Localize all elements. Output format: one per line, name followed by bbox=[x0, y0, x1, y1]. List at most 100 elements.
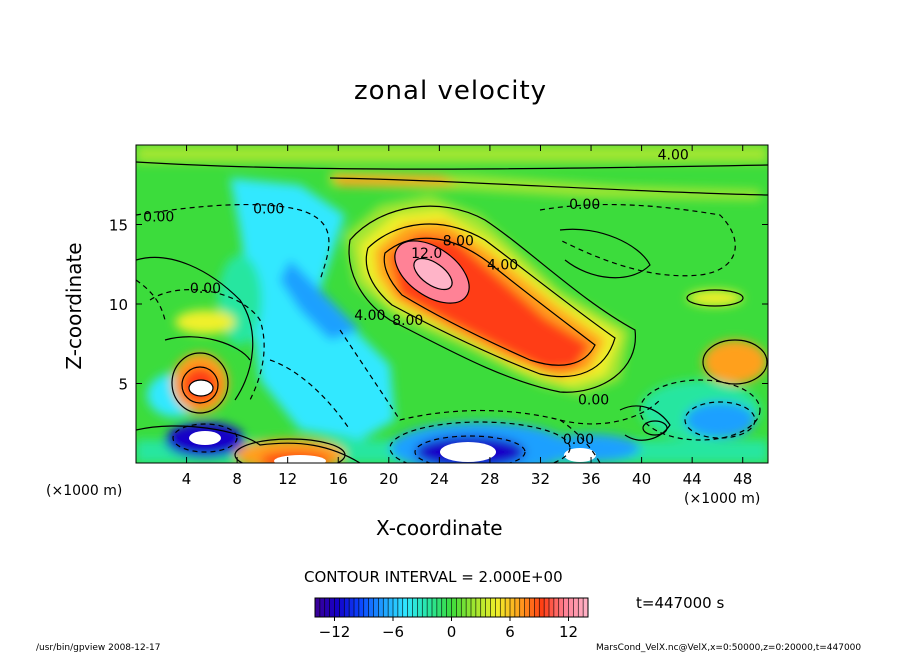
contour-label: 0.00 bbox=[143, 210, 174, 226]
colorbar-cell bbox=[344, 598, 350, 617]
contour-line bbox=[339, 329, 661, 425]
x-tick-label: 12 bbox=[278, 470, 297, 488]
contour-line bbox=[164, 336, 251, 361]
contour-line bbox=[686, 289, 744, 307]
contour-line bbox=[383, 237, 596, 366]
colorbar-cell bbox=[354, 598, 360, 617]
contour-line bbox=[149, 289, 265, 401]
y-tick-label: 5 bbox=[118, 376, 128, 394]
colorbar-cell bbox=[446, 598, 452, 617]
footer-right: MarsCond_VelX.nc@VelX,x=0:50000,z=0:2000… bbox=[596, 643, 862, 653]
x-tick-label: 28 bbox=[480, 470, 499, 488]
bottom-min-field bbox=[440, 442, 496, 462]
x-unit-label-left: (×1000 m) bbox=[46, 483, 123, 499]
x-tick-label: 36 bbox=[581, 470, 600, 488]
contour-line bbox=[539, 203, 736, 277]
colorbar-cell bbox=[397, 598, 404, 617]
colorbar-cell bbox=[466, 598, 472, 617]
contour-line bbox=[136, 279, 166, 321]
colorbar-cell bbox=[529, 598, 535, 617]
contour-label: 0.00 bbox=[578, 392, 609, 408]
colorbar-cell bbox=[495, 598, 501, 617]
colorbar-cell bbox=[349, 598, 355, 617]
contour-line bbox=[702, 339, 768, 385]
contour-line bbox=[171, 352, 229, 414]
colorbar-cell bbox=[544, 598, 550, 617]
left-peak-field bbox=[189, 380, 213, 396]
right-yellow-field bbox=[687, 290, 743, 306]
colorbar-cell bbox=[549, 598, 555, 617]
colorbar: −12 −6 0 6 12 bbox=[314, 597, 589, 641]
colorbar-cell bbox=[315, 598, 321, 617]
colorbar-cell bbox=[427, 598, 433, 617]
colorbar-cell bbox=[393, 598, 399, 617]
colorbar-cell bbox=[480, 598, 486, 617]
colorbar-cell bbox=[563, 598, 569, 617]
colorbar-cell bbox=[553, 598, 560, 617]
colorbar-cell bbox=[334, 598, 340, 617]
contour-line bbox=[136, 256, 254, 401]
colorbar-cell bbox=[500, 598, 506, 617]
x-axis-title: X-coordinate bbox=[376, 516, 503, 540]
contour-interval-label: CONTOUR INTERVAL = 2.000E+00 bbox=[304, 568, 563, 586]
colorbar-tick-label: 0 bbox=[447, 623, 457, 641]
y-tick-label: 15 bbox=[109, 217, 128, 235]
x-tick-label: 24 bbox=[430, 470, 449, 488]
colorbar-cell bbox=[573, 598, 579, 617]
colorbar-cell bbox=[568, 598, 574, 617]
x-tick-label: 44 bbox=[683, 470, 702, 488]
x-tick-label: 20 bbox=[379, 470, 398, 488]
contour-line bbox=[348, 205, 636, 393]
colorbar-cell bbox=[402, 598, 408, 617]
contour-line bbox=[136, 203, 330, 281]
contour-label: 0.00 bbox=[569, 197, 600, 213]
colorbar-cell bbox=[378, 598, 384, 617]
contour-line bbox=[136, 161, 768, 170]
contour-line bbox=[394, 240, 470, 304]
colorbar-cell bbox=[583, 598, 589, 617]
colorbar-cell bbox=[519, 598, 525, 617]
colorbar-cell bbox=[422, 598, 428, 617]
x-tick-label: 16 bbox=[329, 470, 348, 488]
colorbar-cell bbox=[324, 598, 330, 617]
colorbar-cell bbox=[485, 598, 491, 617]
blue-tongue-field bbox=[280, 260, 360, 340]
top-band-field bbox=[136, 145, 768, 163]
colorbar-cell bbox=[514, 598, 521, 617]
contour-label: 12.0 bbox=[411, 246, 442, 262]
colorbar-cell bbox=[490, 598, 496, 617]
contour-line bbox=[559, 419, 601, 463]
contour-line bbox=[329, 177, 768, 196]
contour-label: 4.00 bbox=[658, 148, 689, 164]
colorbar-cell bbox=[373, 598, 379, 617]
colorbar-cell bbox=[407, 598, 413, 617]
contour-line bbox=[639, 379, 761, 441]
colorbar-cell bbox=[510, 598, 516, 617]
colorbar-cell bbox=[475, 598, 482, 617]
contour-line bbox=[389, 421, 571, 463]
contour-line bbox=[188, 379, 214, 397]
colorbar-tick-label: −12 bbox=[319, 623, 351, 641]
contour-label: 0.00 bbox=[253, 202, 284, 218]
contour-lines bbox=[136, 161, 768, 463]
upper-orange-field bbox=[330, 175, 460, 186]
chart-title: zonal velocity bbox=[354, 76, 548, 106]
right-warm-field bbox=[703, 340, 767, 384]
contour-label: 0.00 bbox=[190, 281, 221, 297]
y-axis-title: Z-coordinate bbox=[62, 242, 86, 370]
colorbar-cell bbox=[578, 598, 584, 617]
x-unit-label-right: (×1000 m) bbox=[684, 491, 761, 507]
contour-label: 8.00 bbox=[443, 233, 474, 249]
y-tick-label: 10 bbox=[109, 296, 128, 314]
contour-line bbox=[172, 423, 238, 453]
contour-line bbox=[619, 405, 671, 441]
colorbar-cell bbox=[412, 598, 418, 617]
colorbar-tick-label: −6 bbox=[382, 623, 404, 641]
contour-line bbox=[136, 425, 361, 463]
colorbar-tick-label: 12 bbox=[559, 623, 578, 641]
colorbar-cell bbox=[417, 598, 423, 617]
contour-line bbox=[269, 359, 351, 431]
